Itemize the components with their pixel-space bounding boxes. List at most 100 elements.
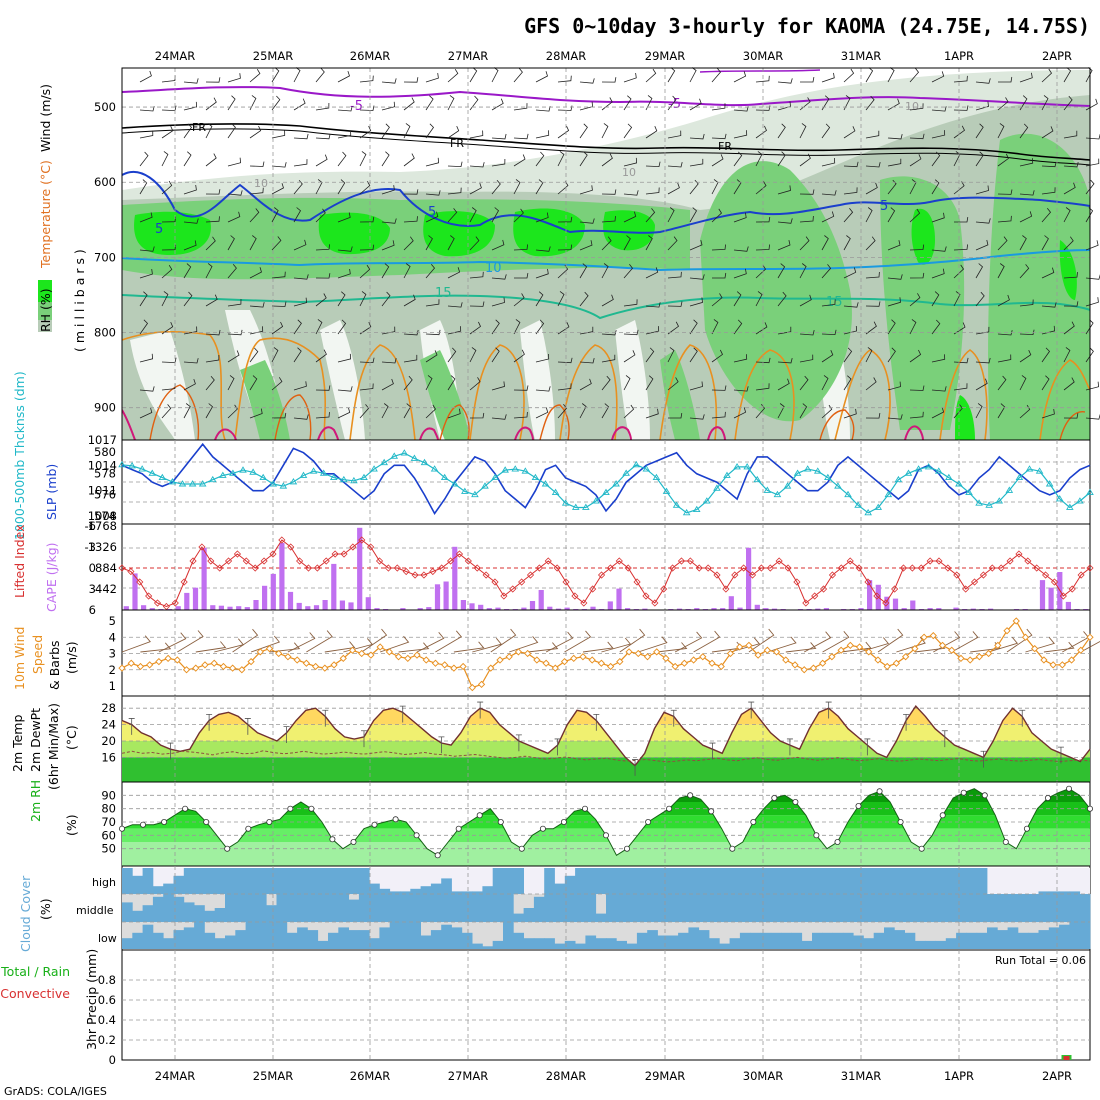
thickness-point — [934, 467, 943, 474]
thickness-point — [874, 503, 883, 510]
cloud-bar-high — [760, 868, 772, 894]
wind-speed-point — [118, 664, 126, 672]
contour-20-orange — [122, 330, 1090, 440]
wind-barb — [1063, 182, 1076, 195]
thickness-point — [803, 465, 812, 472]
wind-barb — [909, 68, 920, 83]
cloud-bar-middle — [410, 894, 421, 922]
lifted-index-point — [766, 564, 774, 572]
wind-barb — [1041, 235, 1049, 251]
cloud-bar-high — [142, 868, 154, 894]
wind-barb — [315, 293, 327, 307]
wind-speed-point — [680, 659, 688, 667]
wind-barb — [447, 347, 457, 363]
10m-wind-barb — [896, 636, 926, 653]
lifted-index-point — [269, 550, 277, 558]
cloud-bar-middle — [657, 894, 669, 922]
cloud-bar-high — [719, 868, 730, 894]
cloud-bar-high — [1048, 891, 1060, 894]
wind-barb — [337, 353, 352, 363]
temp-minmax-bar — [941, 730, 948, 748]
wind-speed-point — [911, 644, 919, 653]
temp-tick-16: 16 — [101, 750, 116, 764]
wind-barb — [1063, 236, 1074, 251]
upper-ylabel-wind: Wind (m/s) — [38, 84, 53, 152]
wind-barb — [601, 236, 612, 251]
wind-speed-point — [1003, 627, 1011, 635]
lifted-index-point — [615, 557, 623, 565]
wind-barb — [667, 162, 683, 168]
wind-barb — [645, 408, 659, 419]
wind-barb — [469, 321, 482, 335]
lifted-index-point — [864, 578, 872, 586]
wind-barb — [887, 347, 896, 363]
wind-barb — [359, 151, 367, 167]
wind-barb — [337, 130, 352, 139]
cloud-bar-high — [194, 868, 205, 894]
cloud-bar-middle — [729, 894, 741, 922]
temp-band-4 — [122, 757, 1090, 782]
lifted-index-point — [402, 567, 410, 576]
cloud-bar-low — [173, 930, 185, 949]
label-5-c: 5 — [880, 199, 888, 214]
cloud-bar-high — [739, 868, 751, 894]
wind-barb — [1063, 130, 1078, 139]
lifted-index-point — [1033, 564, 1041, 572]
wind-barb — [667, 130, 682, 139]
wind-barb — [381, 263, 390, 279]
wind-speed-point — [136, 662, 145, 671]
upper-ytick-600: 600 — [94, 175, 116, 189]
wind-barb — [403, 77, 419, 83]
thickness-point — [390, 452, 399, 459]
temp-minmax-bar — [1019, 709, 1026, 727]
wind-barb — [249, 326, 264, 335]
wind-barb — [843, 126, 856, 139]
cloud-bar-low — [739, 932, 751, 949]
wind-barb — [821, 95, 830, 111]
cloud-bar-high — [884, 868, 895, 894]
cape-tick-1326: 1326 — [88, 540, 117, 554]
rh-point — [729, 845, 736, 852]
lifted-index-point — [748, 571, 757, 579]
wind-barb — [381, 123, 390, 139]
wind-barb — [1019, 235, 1027, 251]
wind-barb — [777, 185, 791, 195]
wind-barb — [249, 375, 258, 391]
rh-point — [518, 845, 525, 852]
wind-barb — [579, 240, 593, 251]
temp-minmax-bar — [477, 701, 484, 719]
cloud-bar-middle — [225, 894, 236, 922]
wind-barb — [139, 130, 154, 139]
contour-minus5 — [122, 86, 1090, 107]
cloud-bar-low — [389, 922, 401, 949]
wind-barb — [205, 329, 221, 336]
wind-barb — [1019, 299, 1034, 307]
cape-bar — [694, 608, 700, 610]
wind-barb — [359, 291, 367, 307]
wind-barb — [1063, 301, 1079, 307]
cloud-bar-low — [1079, 922, 1091, 949]
wind-barb — [403, 329, 419, 336]
wind-barb — [227, 211, 241, 223]
thickness-point — [219, 471, 227, 478]
wind-barb — [381, 185, 395, 195]
wind-barb — [1063, 377, 1075, 391]
wind-speed-point — [394, 653, 403, 661]
cape-bar — [547, 606, 553, 610]
wind-barb — [535, 130, 550, 139]
rh-point — [897, 819, 904, 826]
temp-minmax-bar — [632, 759, 639, 776]
wind-barb — [953, 403, 963, 419]
temp-ylabel-1: 2m Temp — [10, 715, 25, 772]
wind-barb — [491, 347, 500, 363]
cape-bar — [434, 584, 441, 610]
wind-speed-point — [901, 653, 910, 661]
lifted-index-point — [704, 564, 712, 572]
wind-barb — [579, 403, 587, 419]
thickness-point — [1055, 495, 1064, 502]
wind-barb — [227, 350, 240, 363]
lifted-index-point — [820, 585, 828, 593]
wind-barb — [975, 101, 989, 111]
cloud-bar-high — [441, 878, 452, 894]
cape-bar — [141, 605, 147, 610]
